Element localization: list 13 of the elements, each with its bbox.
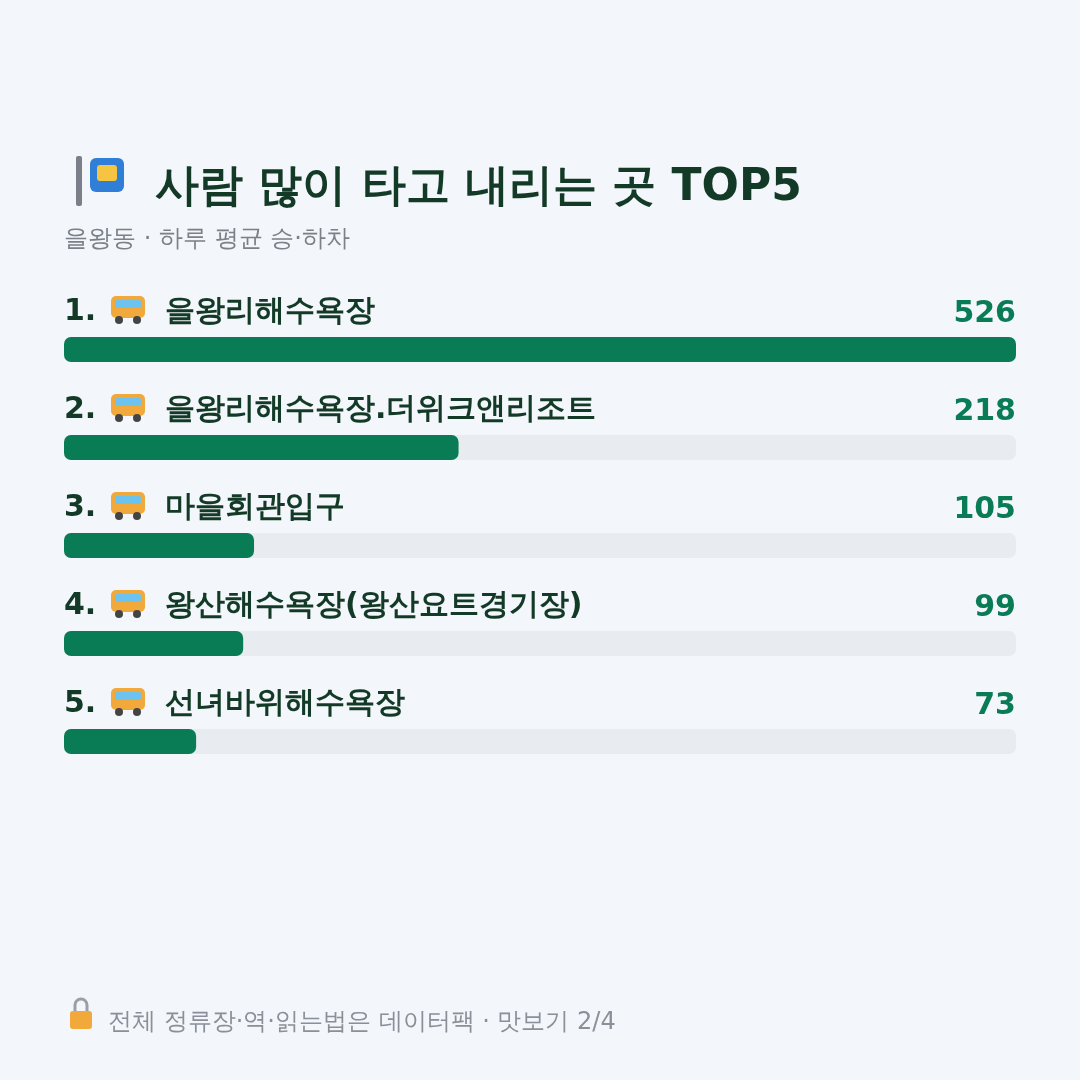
text: 전체 정류장·역·읽는법은 데이터팩 · 맛보기 2/4: [108, 1007, 616, 1035]
data-label: 218: [953, 392, 1016, 427]
category-label: 4. 왕산해수욕장(왕산요트경기장): [64, 586, 583, 621]
category-label: 5. 선녀바위해수욕장: [64, 684, 405, 719]
category-label: 3. 마을회관입구: [64, 488, 345, 523]
data-label: 526: [953, 294, 1016, 329]
chart-title: 사람 많이 타고 내리는 곳 TOP5: [155, 159, 802, 210]
category-label: 2. 을왕리해수욕장.더위크앤리조트: [64, 390, 597, 425]
data-label: 105: [953, 490, 1016, 525]
category-label: 1. 을왕리해수욕장: [64, 292, 375, 327]
data-label: 73: [974, 686, 1016, 721]
data-label: 99: [974, 588, 1016, 623]
chart-subtitle: 을왕동 · 하루 평균 승·하차: [64, 224, 350, 252]
